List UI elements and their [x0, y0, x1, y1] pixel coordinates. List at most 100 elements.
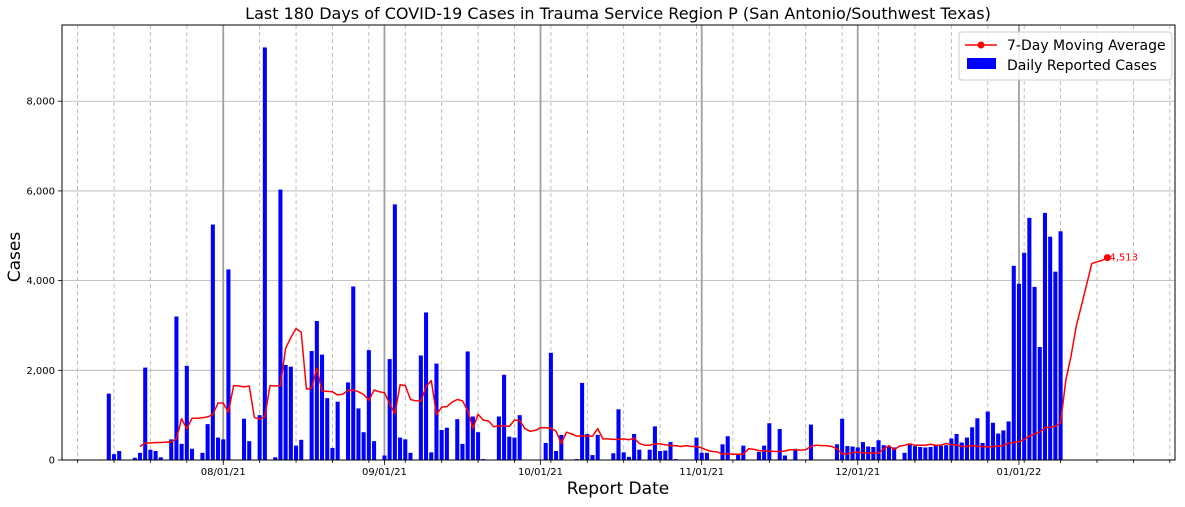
daily-cases-bar — [1027, 218, 1031, 460]
x-tick-label: 09/01/21 — [362, 467, 407, 478]
daily-cases-bar — [507, 437, 511, 460]
x-tick-label: 10/01/21 — [518, 467, 563, 478]
daily-cases-bar — [877, 440, 881, 460]
daily-cases-bar — [783, 456, 787, 460]
daily-cases-bar — [143, 368, 147, 460]
daily-cases-bar — [320, 355, 324, 460]
daily-cases-bar — [960, 443, 964, 460]
daily-cases-bar — [778, 429, 782, 460]
daily-cases-bar — [585, 434, 589, 460]
daily-cases-bar — [154, 451, 158, 460]
daily-cases-bar — [1053, 272, 1057, 460]
daily-cases-bar — [330, 448, 334, 460]
daily-cases-bar — [226, 269, 230, 460]
daily-cases-bar — [258, 415, 262, 460]
daily-cases-bar — [726, 436, 730, 460]
daily-cases-bar — [944, 445, 948, 460]
daily-cases-bar — [278, 190, 282, 460]
x-tick-label: 12/01/21 — [835, 467, 880, 478]
daily-cases-bar — [408, 453, 412, 460]
daily-cases-bar — [991, 423, 995, 460]
daily-cases-bar — [367, 350, 371, 460]
daily-cases-bar — [315, 321, 319, 460]
daily-cases-bar — [1038, 347, 1042, 460]
daily-cases-bar — [180, 444, 184, 460]
daily-cases-bar — [923, 447, 927, 460]
daily-cases-bar — [263, 47, 267, 460]
daily-cases-bar — [637, 450, 641, 460]
daily-cases-bar — [206, 424, 210, 460]
y-tick-label: 4,000 — [26, 276, 55, 287]
daily-cases-bar — [1012, 266, 1016, 460]
daily-cases-bar — [429, 452, 433, 460]
daily-cases-bar — [403, 439, 407, 460]
daily-cases-bar — [351, 286, 355, 460]
daily-cases-bar — [861, 442, 865, 460]
y-tick-label: 8,000 — [26, 97, 55, 108]
daily-cases-bar — [1017, 284, 1021, 460]
daily-cases-bar — [382, 456, 386, 460]
daily-cases-bar — [965, 438, 969, 460]
daily-cases-bar — [117, 451, 121, 460]
daily-cases-bar — [762, 446, 766, 460]
daily-cases-bar — [310, 351, 314, 460]
y-tick-label: 2,000 — [26, 366, 55, 377]
daily-cases-bar — [554, 451, 558, 460]
daily-cases-bar — [398, 438, 402, 460]
x-tick-label: 11/01/21 — [679, 467, 724, 478]
daily-cases-bar — [616, 409, 620, 460]
daily-cases-bar — [388, 359, 392, 460]
legend-bar-swatch — [967, 58, 996, 69]
daily-cases-bar — [112, 454, 116, 460]
daily-cases-bar — [200, 453, 204, 460]
daily-cases-bar — [658, 451, 662, 460]
daily-cases-bar — [648, 450, 652, 460]
daily-cases-bar — [856, 447, 860, 460]
daily-cases-bar — [393, 204, 397, 460]
daily-cases-bar — [913, 446, 917, 460]
daily-cases-bar — [903, 453, 907, 460]
x-tick-label: 08/01/21 — [201, 467, 246, 478]
y-axis-label: Cases — [5, 232, 25, 283]
daily-cases-bar — [372, 441, 376, 460]
daily-cases-bar — [284, 365, 288, 460]
daily-cases-bar — [148, 450, 152, 460]
daily-cases-bar — [190, 449, 194, 460]
y-tick-label: 6,000 — [26, 186, 55, 197]
daily-cases-bar — [975, 418, 979, 460]
daily-cases-bar — [663, 451, 667, 460]
daily-cases-bar — [934, 445, 938, 460]
daily-cases-bar — [596, 435, 600, 460]
x-tick-label: 01/01/22 — [997, 467, 1042, 478]
daily-cases-bar — [336, 402, 340, 460]
legend-label-moving-average: 7-Day Moving Average — [1007, 38, 1166, 54]
daily-cases-bar — [949, 438, 953, 460]
daily-cases-bar — [622, 452, 626, 460]
daily-cases-bar — [694, 438, 698, 460]
daily-cases-bar — [211, 225, 215, 460]
daily-cases-bar — [216, 438, 220, 460]
daily-cases-bar — [544, 443, 548, 460]
daily-cases-bar — [242, 419, 246, 460]
daily-cases-bar — [887, 446, 891, 460]
daily-cases-bar — [476, 432, 480, 460]
daily-cases-bar — [325, 398, 329, 460]
daily-cases-bar — [918, 447, 922, 460]
daily-cases-bar — [939, 446, 943, 460]
daily-cases-bar — [346, 382, 350, 460]
daily-cases-bar — [700, 453, 704, 460]
daily-cases-bar — [107, 394, 111, 460]
daily-cases-bar — [185, 366, 189, 460]
daily-cases-bar — [466, 351, 470, 460]
chart-title: Last 180 Days of COVID-19 Cases in Traum… — [245, 4, 991, 23]
daily-cases-bar — [757, 452, 761, 460]
daily-cases-bar — [497, 417, 501, 461]
daily-cases-bar — [362, 432, 366, 460]
legend-line-marker — [978, 42, 985, 49]
daily-cases-bar — [929, 447, 933, 460]
daily-cases-bar — [835, 444, 839, 460]
daily-cases-bar — [955, 434, 959, 460]
daily-cases-bar — [705, 453, 709, 460]
daily-cases-bar — [512, 438, 516, 460]
